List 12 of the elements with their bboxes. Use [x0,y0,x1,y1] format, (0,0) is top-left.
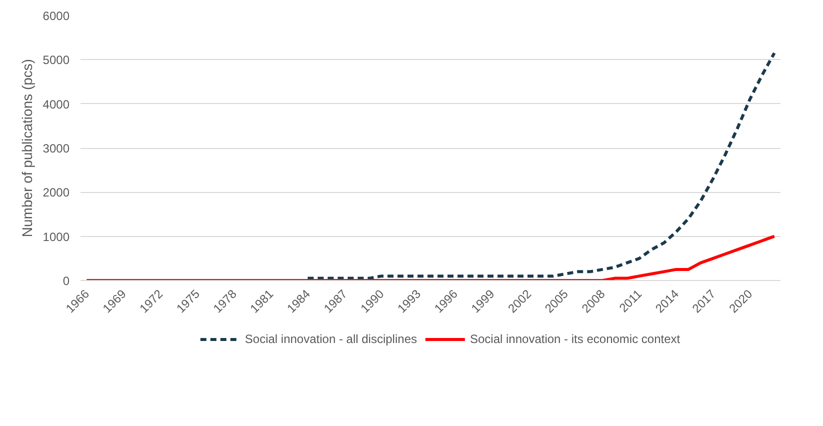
line-series [306,52,776,280]
y-axis-title: Number of publications (pcs) [18,58,35,238]
y-tick-label: 1000 [42,230,70,244]
y-tick-label: 4000 [42,97,70,112]
legend-label: Social innovation - all disciplines [244,332,417,346]
y-tick-label: 0 [62,274,70,288]
y-tick-label: 3000 [42,142,70,156]
legend-label: Social innovation - its economic context [470,332,680,346]
y-tick-label: 2000 [42,186,70,200]
y-tick-label: 5000 [42,53,70,68]
line-series [85,234,776,280]
y-tick-label: 6000 [42,9,70,23]
